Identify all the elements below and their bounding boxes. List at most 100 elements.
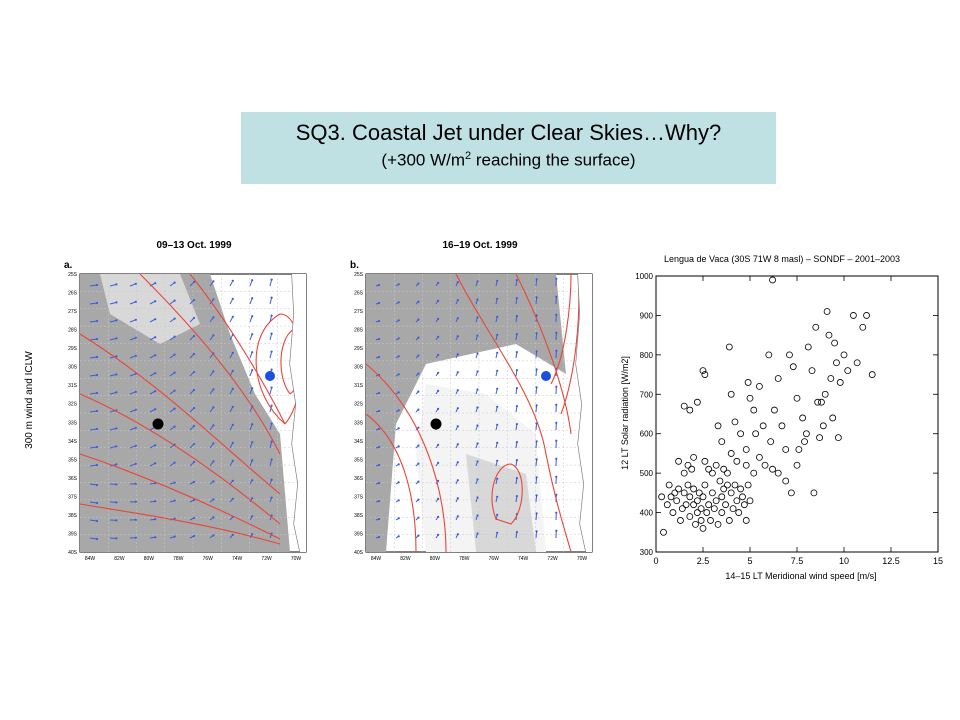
scatter-point — [718, 509, 726, 516]
wind-arrowhead — [555, 529, 558, 532]
wind-arrowhead — [134, 300, 137, 303]
scatter-point — [825, 331, 833, 339]
wind-arrowhead — [212, 534, 215, 537]
scatter-point — [675, 457, 682, 465]
wind-arrowhead — [377, 409, 381, 413]
wind-arrowhead — [437, 317, 440, 320]
wind-arrowhead — [95, 537, 99, 541]
wind-arrow — [89, 392, 98, 395]
scatter-point — [818, 398, 825, 406]
wind-arrowhead — [515, 315, 518, 318]
scatter-point — [816, 434, 823, 442]
scatter-point — [699, 367, 707, 375]
scatter-point — [699, 524, 707, 532]
scatter-point — [834, 434, 842, 442]
lat-tick-label: 25S — [354, 272, 364, 278]
scatter-point — [735, 509, 743, 516]
scatter-point — [693, 497, 701, 505]
wind-arrowhead — [476, 352, 479, 355]
wind-arrowhead — [535, 278, 538, 281]
lon-tick-label: 78W — [173, 556, 184, 562]
wind-arrowhead — [192, 516, 196, 520]
contour-line — [455, 273, 572, 553]
wind-arrowhead — [192, 442, 196, 446]
wind-arrowhead — [95, 501, 99, 505]
wind-arrowhead — [535, 350, 538, 353]
wind-arrowhead — [173, 335, 176, 338]
wind-arrowhead — [397, 445, 400, 448]
scatter-point — [701, 481, 709, 489]
scatter-point — [692, 520, 699, 528]
lat-tick-label: 38S — [354, 513, 364, 519]
wind-arrowhead — [515, 279, 518, 282]
land-area — [290, 274, 306, 552]
wind-arrowhead — [192, 316, 196, 320]
wind-arrowhead — [231, 479, 234, 482]
lat-tick-label: 34S — [354, 439, 364, 445]
wind-arrowhead — [212, 388, 215, 391]
lat-tick-label: 37S — [354, 494, 364, 500]
wind-arrowhead — [134, 536, 137, 539]
scatter-point — [725, 517, 733, 524]
y-tick-label: 300 — [640, 548, 654, 557]
scatter-point — [742, 517, 750, 524]
wind-arrowhead — [212, 424, 215, 427]
wind-arrowhead — [437, 371, 440, 374]
wind-arrowhead — [134, 500, 137, 503]
wind-arrowhead — [535, 332, 538, 335]
scatter-point — [733, 497, 741, 505]
wind-arrowhead — [173, 517, 176, 520]
wind-arrowhead — [231, 387, 234, 390]
wind-arrowhead — [456, 317, 459, 320]
scatter-point — [722, 501, 729, 509]
wind-arrowhead — [154, 390, 157, 393]
lat-tick-label: 27S — [68, 309, 78, 315]
scatter-point — [737, 430, 745, 438]
wind-arrow — [535, 477, 538, 485]
scatter-point — [690, 453, 697, 461]
lon-tick-label: 82W — [114, 556, 125, 562]
wind-arrowhead — [212, 370, 215, 373]
wind-arrowhead — [270, 296, 273, 299]
wind-arrowhead — [535, 494, 538, 497]
wind-arrowhead — [496, 387, 499, 390]
wind-arrowhead — [397, 283, 400, 286]
wind-arrowhead — [270, 478, 273, 481]
scatter-point — [682, 501, 690, 509]
wind-arrowhead — [555, 475, 558, 478]
wind-arrowhead — [456, 335, 459, 338]
scatter-point — [697, 505, 705, 513]
wind-arrowhead — [377, 319, 381, 323]
wind-arrowhead — [555, 457, 558, 460]
wind-arrowhead — [173, 281, 176, 284]
wind-arrowhead — [437, 335, 440, 338]
wind-arrowhead — [154, 300, 157, 303]
wind-arrowhead — [212, 516, 215, 519]
wind-arrowhead — [417, 480, 420, 483]
wind-arrowhead — [476, 316, 479, 319]
lat-tick-label: 31S — [354, 383, 364, 389]
scatter-point — [840, 351, 848, 359]
map-panel-b: 16–19 Oct. 1999 b. 25S 26S 27S 28S 29S 30S 31S… — [350, 240, 593, 562]
lat-tick-label: 31S — [68, 383, 78, 389]
land-area — [576, 274, 592, 552]
wind-arrowhead — [437, 443, 440, 446]
wind-arrowhead — [95, 337, 99, 341]
wind-arrowhead — [437, 389, 440, 392]
wind-arrowhead — [134, 318, 137, 321]
wind-arrowhead — [417, 372, 420, 375]
wind-arrowhead — [212, 316, 215, 319]
wind-arrowhead — [535, 296, 538, 299]
wind-arrowhead — [231, 297, 234, 300]
lat-tick-label: 34S — [68, 439, 78, 445]
wind-arrow — [535, 405, 538, 413]
scatter-point — [703, 509, 711, 516]
wind-arrowhead — [496, 279, 499, 282]
wind-arrowhead — [456, 425, 459, 428]
wind-arrowhead — [476, 406, 479, 409]
scatter-point — [690, 501, 697, 509]
scatter-point — [755, 453, 763, 461]
wind-arrowhead — [496, 333, 499, 336]
station-dot-blue — [541, 371, 551, 381]
wind-arrowhead — [377, 283, 381, 287]
